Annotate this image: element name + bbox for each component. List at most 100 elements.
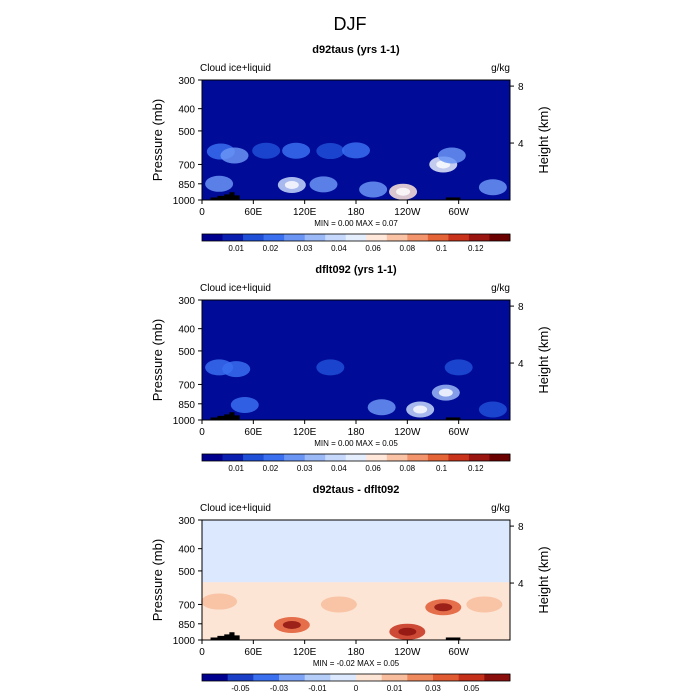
y-tick-label: 500 bbox=[178, 567, 195, 578]
colorbar-label: 0.04 bbox=[331, 464, 347, 473]
figure-title: DJF bbox=[334, 14, 367, 34]
field-feature-core bbox=[282, 620, 301, 629]
colorbar-segment bbox=[243, 234, 264, 241]
field-feature bbox=[466, 596, 503, 613]
colorbar-label: 0.1 bbox=[436, 464, 448, 473]
colorbar-segment bbox=[304, 674, 331, 681]
topography-mask-andes bbox=[445, 197, 461, 200]
colorbar-segment bbox=[366, 234, 388, 241]
chart-panel-3: d92taus - dflt092 Cloud ice+liquid g/kg 300… bbox=[150, 484, 551, 693]
colorbar-label: 0.02 bbox=[263, 244, 279, 253]
colorbar-segment bbox=[489, 234, 511, 241]
y-tick-label: 300 bbox=[178, 76, 195, 87]
x-tick-label: 120W bbox=[394, 427, 421, 438]
colorbar-segment bbox=[243, 454, 264, 461]
x-tick-label: 120W bbox=[394, 207, 421, 218]
colorbar-frame bbox=[201, 453, 511, 462]
height-tick-label: 8 bbox=[518, 522, 524, 533]
colorbar-label: 0.04 bbox=[331, 244, 347, 253]
field-feature-core bbox=[413, 405, 428, 414]
colorbar-segment bbox=[489, 454, 511, 461]
y-tick-label: 400 bbox=[178, 325, 195, 336]
colorbar-label: 0.06 bbox=[365, 464, 381, 473]
height-tick-label: 4 bbox=[518, 359, 524, 370]
colorbar-label: 0.01 bbox=[387, 684, 403, 693]
field-feature-core bbox=[434, 603, 453, 612]
field-feature-core bbox=[438, 388, 453, 397]
colorbar-label: 0 bbox=[354, 684, 359, 693]
y-axis-label: Pressure (mb) bbox=[150, 99, 165, 181]
colorbar-segment bbox=[345, 454, 367, 461]
field-feature bbox=[478, 401, 507, 418]
field-feature bbox=[342, 142, 370, 159]
y-tick-label: 850 bbox=[178, 400, 195, 411]
x-tick-label: 180 bbox=[348, 427, 365, 438]
colorbar-label: -0.03 bbox=[270, 684, 289, 693]
y-tick-label: 700 bbox=[178, 160, 195, 171]
x-tick-label: 180 bbox=[348, 207, 365, 218]
x-tick-label: 0 bbox=[199, 427, 205, 438]
colorbar-segment bbox=[330, 674, 357, 681]
colorbar-segment bbox=[227, 674, 254, 681]
x-tick-label: 120W bbox=[394, 647, 421, 658]
colorbar-segment bbox=[325, 454, 347, 461]
y-axis-right-label: Height (km) bbox=[536, 326, 551, 393]
colorbar-segment bbox=[263, 234, 285, 241]
panel-variable-label: Cloud ice+liquid bbox=[200, 63, 271, 74]
colorbar-label: -0.05 bbox=[231, 684, 250, 693]
field-feature bbox=[252, 142, 281, 159]
y-tick-label: 1000 bbox=[173, 196, 196, 207]
field-feature bbox=[235, 545, 272, 562]
colorbar-segment bbox=[222, 234, 244, 241]
y-tick-label: 500 bbox=[178, 347, 195, 358]
topography-mask bbox=[210, 632, 240, 640]
topography-mask bbox=[210, 192, 240, 200]
colorbar-segment bbox=[386, 454, 408, 461]
colorbar-label: 0.12 bbox=[468, 244, 484, 253]
field-feature bbox=[444, 359, 473, 376]
colorbar-segment bbox=[279, 674, 306, 681]
stats-label: MIN = -0.02 MAX = 0.05 bbox=[313, 659, 400, 668]
field-feature bbox=[230, 396, 259, 413]
field-feature bbox=[367, 399, 396, 416]
chart-panel-1: d92taus (yrs 1-1) Cloud ice+liquid g/kg 300… bbox=[150, 44, 551, 253]
colorbar-frame bbox=[201, 233, 511, 242]
colorbar-segment bbox=[253, 674, 280, 681]
y-axis-label: Pressure (mb) bbox=[150, 539, 165, 621]
chart-panel-2: dflt092 (yrs 1-1) Cloud ice+liquid g/kg 300… bbox=[150, 264, 551, 473]
field-feature bbox=[359, 181, 388, 198]
x-tick-label: 60E bbox=[244, 647, 262, 658]
field-feature bbox=[220, 147, 249, 164]
colorbar-segment bbox=[263, 454, 285, 461]
panel-variable-label: Cloud ice+liquid bbox=[200, 283, 271, 294]
x-tick-label: 0 bbox=[199, 647, 205, 658]
colorbar-segment bbox=[304, 454, 326, 461]
y-axis-label: Pressure (mb) bbox=[150, 319, 165, 401]
colorbar-segment bbox=[202, 234, 223, 241]
stats-label: MIN = 0.00 MAX = 0.07 bbox=[314, 219, 398, 228]
x-tick-label: 120E bbox=[293, 427, 317, 438]
colorbar-segment bbox=[284, 454, 306, 461]
colorbar-segment bbox=[448, 234, 470, 241]
colorbar-segment bbox=[407, 454, 429, 461]
colorbar-segment bbox=[304, 234, 326, 241]
field-background bbox=[202, 80, 510, 200]
colorbar-segment bbox=[202, 674, 229, 681]
field-feature bbox=[282, 142, 311, 159]
topography-mask bbox=[210, 412, 240, 420]
y-axis-right-label: Height (km) bbox=[536, 106, 551, 173]
y-tick-label: 1000 bbox=[173, 416, 196, 427]
colorbar-label: 0.01 bbox=[228, 244, 244, 253]
height-tick-label: 4 bbox=[518, 579, 524, 590]
field-feature bbox=[478, 179, 507, 196]
topography-mask-andes bbox=[445, 637, 461, 640]
panel-title: dflt092 (yrs 1-1) bbox=[315, 264, 397, 276]
y-axis-right-label: Height (km) bbox=[536, 546, 551, 613]
field-feature bbox=[309, 176, 338, 193]
field-feature bbox=[355, 552, 392, 569]
x-tick-label: 120E bbox=[293, 207, 317, 218]
x-tick-label: 60E bbox=[244, 427, 262, 438]
colorbar-segment bbox=[222, 454, 244, 461]
field-feature bbox=[201, 593, 238, 610]
colorbar-segment bbox=[484, 674, 511, 681]
